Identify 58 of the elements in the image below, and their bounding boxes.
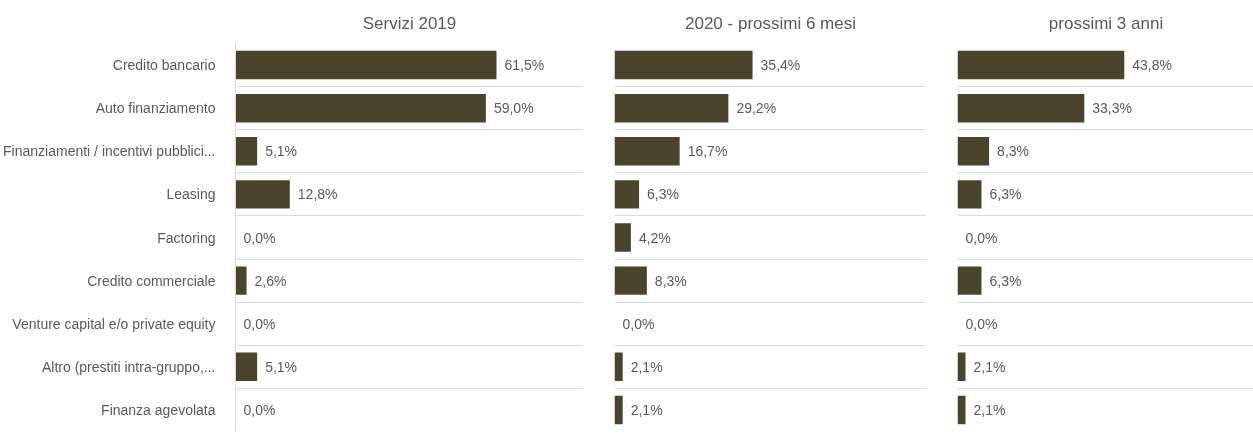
data-label: 12,8% [297, 186, 338, 203]
bar [614, 395, 623, 425]
chart-title: Servizi 2019 [362, 13, 457, 33]
data-label: 0,0% [965, 229, 998, 246]
bar [614, 93, 729, 123]
data-label: 0,0% [243, 315, 276, 332]
y-tick-label: Altro (prestiti intra-gruppo,... [41, 358, 216, 375]
data-label: 2,1% [973, 401, 1006, 418]
chart-title: 2020 - prossimi 6 mesi [685, 13, 857, 33]
data-label: 16,7% [687, 143, 728, 160]
y-tick-label: Credito bancario [112, 57, 216, 74]
bar [957, 266, 982, 295]
bar [235, 50, 497, 80]
y-tick-label: Venture capital e/o private equity [12, 315, 216, 332]
data-label: 6,3% [989, 186, 1022, 203]
y-tick-label: Finanza agevolata [101, 401, 216, 418]
bar [614, 352, 623, 382]
bar [614, 223, 631, 252]
y-tick-label: Credito commerciale [87, 272, 216, 289]
data-label: 35,4% [760, 57, 801, 74]
data-label: 59,0% [493, 100, 534, 117]
data-label: 43,8% [1132, 57, 1172, 74]
y-tick-label: Factoring [157, 229, 216, 246]
data-label: 5,1% [265, 143, 298, 160]
bar [235, 93, 486, 123]
data-label: 6,3% [647, 186, 679, 203]
data-label: 8,3% [997, 143, 1030, 160]
data-label: 0,0% [243, 401, 276, 418]
bar [957, 180, 982, 209]
data-label: 6,3% [989, 272, 1022, 289]
bar [235, 352, 258, 382]
bar [235, 266, 247, 295]
data-label: 5,1% [265, 358, 298, 375]
y-tick-label: Finanziamenti / incentivi pubblici... [3, 143, 216, 160]
data-label: 8,3% [654, 272, 687, 289]
data-label: 61,5% [504, 57, 545, 74]
y-tick-label: Auto finanziamento [95, 100, 216, 117]
data-label: 2,1% [630, 358, 663, 375]
bar [614, 180, 640, 209]
data-label: 2,1% [973, 358, 1006, 375]
bar [614, 137, 680, 166]
bar [235, 137, 258, 166]
data-label: 33,3% [1092, 100, 1132, 117]
bar [957, 137, 990, 166]
data-label: 4,2% [638, 229, 671, 246]
chart-title: prossimi 3 anni [1048, 13, 1164, 33]
data-label: 0,0% [243, 229, 276, 246]
data-label: 2,6% [254, 272, 287, 289]
bar [235, 180, 290, 209]
bar [957, 93, 1085, 123]
bar [614, 266, 647, 295]
data-label: 29,2% [736, 100, 777, 117]
bar [614, 50, 753, 80]
data-label: 0,0% [965, 315, 998, 332]
data-label: 2,1% [630, 401, 663, 418]
y-tick-label: Leasing [166, 186, 216, 203]
bar [957, 50, 1125, 80]
data-label: 0,0% [622, 315, 655, 332]
